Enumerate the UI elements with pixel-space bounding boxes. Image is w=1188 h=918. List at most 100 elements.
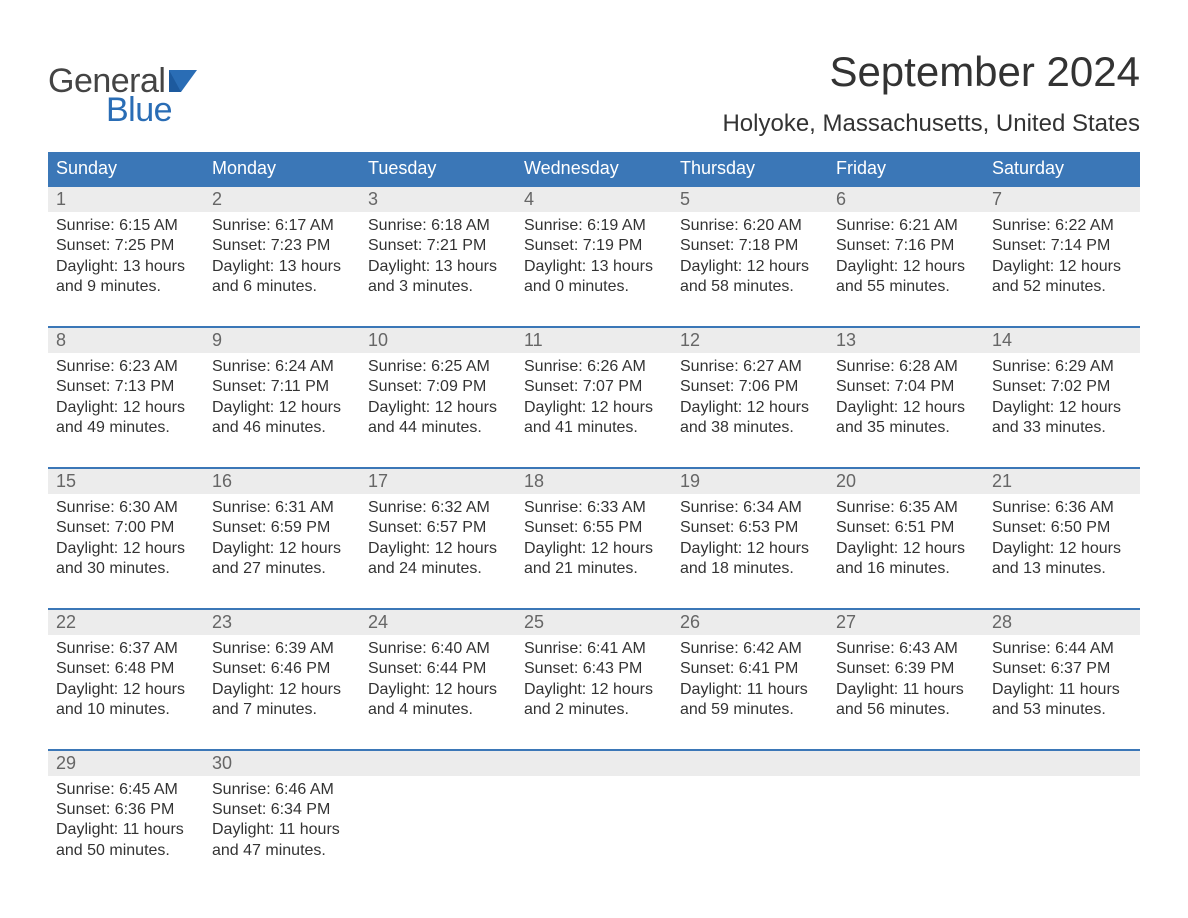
day-info: Sunrise: 6:28 AMSunset: 7:04 PMDaylight:… — [828, 353, 984, 439]
daylight-text: Daylight: 12 hours — [56, 680, 196, 700]
calendar-week: 15Sunrise: 6:30 AMSunset: 7:00 PMDayligh… — [48, 467, 1140, 580]
daylight-text: and 46 minutes. — [212, 418, 352, 438]
calendar-week: 8Sunrise: 6:23 AMSunset: 7:13 PMDaylight… — [48, 326, 1140, 439]
daylight-text: Daylight: 12 hours — [212, 680, 352, 700]
day-info: Sunrise: 6:23 AMSunset: 7:13 PMDaylight:… — [48, 353, 204, 439]
daylight-text: Daylight: 12 hours — [524, 680, 664, 700]
sunset-text: Sunset: 6:51 PM — [836, 518, 976, 538]
daylight-text: Daylight: 11 hours — [836, 680, 976, 700]
weekday-header: Saturday — [984, 152, 1140, 185]
sunrise-text: Sunrise: 6:36 AM — [992, 498, 1132, 518]
daylight-text: and 55 minutes. — [836, 277, 976, 297]
calendar-cell: 14Sunrise: 6:29 AMSunset: 7:02 PMDayligh… — [984, 328, 1140, 439]
day-info: Sunrise: 6:29 AMSunset: 7:02 PMDaylight:… — [984, 353, 1140, 439]
daylight-text: and 18 minutes. — [680, 559, 820, 579]
daylight-text: and 44 minutes. — [368, 418, 508, 438]
day-info: Sunrise: 6:41 AMSunset: 6:43 PMDaylight:… — [516, 635, 672, 721]
daylight-text: and 10 minutes. — [56, 700, 196, 720]
daylight-text: Daylight: 11 hours — [212, 820, 352, 840]
daylight-text: Daylight: 12 hours — [992, 539, 1132, 559]
daylight-text: Daylight: 12 hours — [368, 398, 508, 418]
calendar-cell: 18Sunrise: 6:33 AMSunset: 6:55 PMDayligh… — [516, 469, 672, 580]
day-info: Sunrise: 6:17 AMSunset: 7:23 PMDaylight:… — [204, 212, 360, 298]
day-number: 4 — [516, 187, 672, 212]
calendar-cell: 13Sunrise: 6:28 AMSunset: 7:04 PMDayligh… — [828, 328, 984, 439]
daylight-text: and 24 minutes. — [368, 559, 508, 579]
sunset-text: Sunset: 7:23 PM — [212, 236, 352, 256]
calendar-cell-empty: .. — [984, 751, 1140, 862]
calendar-cell-empty: .. — [828, 751, 984, 862]
sunrise-text: Sunrise: 6:45 AM — [56, 780, 196, 800]
sunrise-text: Sunrise: 6:44 AM — [992, 639, 1132, 659]
calendar-cell: 1Sunrise: 6:15 AMSunset: 7:25 PMDaylight… — [48, 187, 204, 298]
daylight-text: and 30 minutes. — [56, 559, 196, 579]
daylight-text: Daylight: 11 hours — [56, 820, 196, 840]
calendar-cell: 7Sunrise: 6:22 AMSunset: 7:14 PMDaylight… — [984, 187, 1140, 298]
weekday-header: Sunday — [48, 152, 204, 185]
day-info: Sunrise: 6:37 AMSunset: 6:48 PMDaylight:… — [48, 635, 204, 721]
sunrise-text: Sunrise: 6:43 AM — [836, 639, 976, 659]
sunrise-text: Sunrise: 6:37 AM — [56, 639, 196, 659]
day-info: Sunrise: 6:33 AMSunset: 6:55 PMDaylight:… — [516, 494, 672, 580]
sunrise-text: Sunrise: 6:29 AM — [992, 357, 1132, 377]
daylight-text: Daylight: 12 hours — [680, 257, 820, 277]
weekday-header: Thursday — [672, 152, 828, 185]
day-number: 7 — [984, 187, 1140, 212]
weekday-header: Wednesday — [516, 152, 672, 185]
daylight-text: Daylight: 12 hours — [56, 539, 196, 559]
daylight-text: and 21 minutes. — [524, 559, 664, 579]
daylight-text: Daylight: 12 hours — [680, 398, 820, 418]
sunrise-text: Sunrise: 6:22 AM — [992, 216, 1132, 236]
daylight-text: and 16 minutes. — [836, 559, 976, 579]
day-info: Sunrise: 6:32 AMSunset: 6:57 PMDaylight:… — [360, 494, 516, 580]
day-number: 17 — [360, 469, 516, 494]
calendar-cell: 9Sunrise: 6:24 AMSunset: 7:11 PMDaylight… — [204, 328, 360, 439]
calendar-cell: 20Sunrise: 6:35 AMSunset: 6:51 PMDayligh… — [828, 469, 984, 580]
calendar-week: 29Sunrise: 6:45 AMSunset: 6:36 PMDayligh… — [48, 749, 1140, 862]
day-info: Sunrise: 6:45 AMSunset: 6:36 PMDaylight:… — [48, 776, 204, 862]
sunset-text: Sunset: 6:57 PM — [368, 518, 508, 538]
daylight-text: Daylight: 12 hours — [992, 398, 1132, 418]
daylight-text: and 2 minutes. — [524, 700, 664, 720]
calendar-cell: 25Sunrise: 6:41 AMSunset: 6:43 PMDayligh… — [516, 610, 672, 721]
sunset-text: Sunset: 6:34 PM — [212, 800, 352, 820]
calendar-cell: 16Sunrise: 6:31 AMSunset: 6:59 PMDayligh… — [204, 469, 360, 580]
title-block: September 2024 Holyoke, Massachusetts, U… — [722, 48, 1140, 138]
daylight-text: Daylight: 12 hours — [368, 680, 508, 700]
daylight-text: and 35 minutes. — [836, 418, 976, 438]
calendar-cell: 19Sunrise: 6:34 AMSunset: 6:53 PMDayligh… — [672, 469, 828, 580]
sunrise-text: Sunrise: 6:42 AM — [680, 639, 820, 659]
daylight-text: Daylight: 12 hours — [524, 398, 664, 418]
day-number: 15 — [48, 469, 204, 494]
calendar-cell: 27Sunrise: 6:43 AMSunset: 6:39 PMDayligh… — [828, 610, 984, 721]
calendar-cell-empty: .. — [360, 751, 516, 862]
calendar-cell: 26Sunrise: 6:42 AMSunset: 6:41 PMDayligh… — [672, 610, 828, 721]
daylight-text: and 3 minutes. — [368, 277, 508, 297]
daylight-text: Daylight: 13 hours — [524, 257, 664, 277]
sunrise-text: Sunrise: 6:18 AM — [368, 216, 508, 236]
day-number: 28 — [984, 610, 1140, 635]
day-number: 5 — [672, 187, 828, 212]
calendar-cell: 12Sunrise: 6:27 AMSunset: 7:06 PMDayligh… — [672, 328, 828, 439]
daylight-text: and 27 minutes. — [212, 559, 352, 579]
day-number: 26 — [672, 610, 828, 635]
daylight-text: Daylight: 12 hours — [836, 539, 976, 559]
calendar-week: 1Sunrise: 6:15 AMSunset: 7:25 PMDaylight… — [48, 185, 1140, 298]
daylight-text: and 58 minutes. — [680, 277, 820, 297]
day-number: 23 — [204, 610, 360, 635]
calendar-cell: 29Sunrise: 6:45 AMSunset: 6:36 PMDayligh… — [48, 751, 204, 862]
day-info: Sunrise: 6:18 AMSunset: 7:21 PMDaylight:… — [360, 212, 516, 298]
day-number: 29 — [48, 751, 204, 776]
day-info: Sunrise: 6:39 AMSunset: 6:46 PMDaylight:… — [204, 635, 360, 721]
calendar-cell-empty: .. — [516, 751, 672, 862]
brand-word-2: Blue — [106, 91, 172, 130]
day-info: Sunrise: 6:27 AMSunset: 7:06 PMDaylight:… — [672, 353, 828, 439]
day-number: 30 — [204, 751, 360, 776]
daylight-text: and 13 minutes. — [992, 559, 1132, 579]
day-number: 18 — [516, 469, 672, 494]
calendar-cell: 28Sunrise: 6:44 AMSunset: 6:37 PMDayligh… — [984, 610, 1140, 721]
day-info: Sunrise: 6:42 AMSunset: 6:41 PMDaylight:… — [672, 635, 828, 721]
sunset-text: Sunset: 7:18 PM — [680, 236, 820, 256]
weekday-header: Tuesday — [360, 152, 516, 185]
location-subtitle: Holyoke, Massachusetts, United States — [722, 110, 1140, 138]
